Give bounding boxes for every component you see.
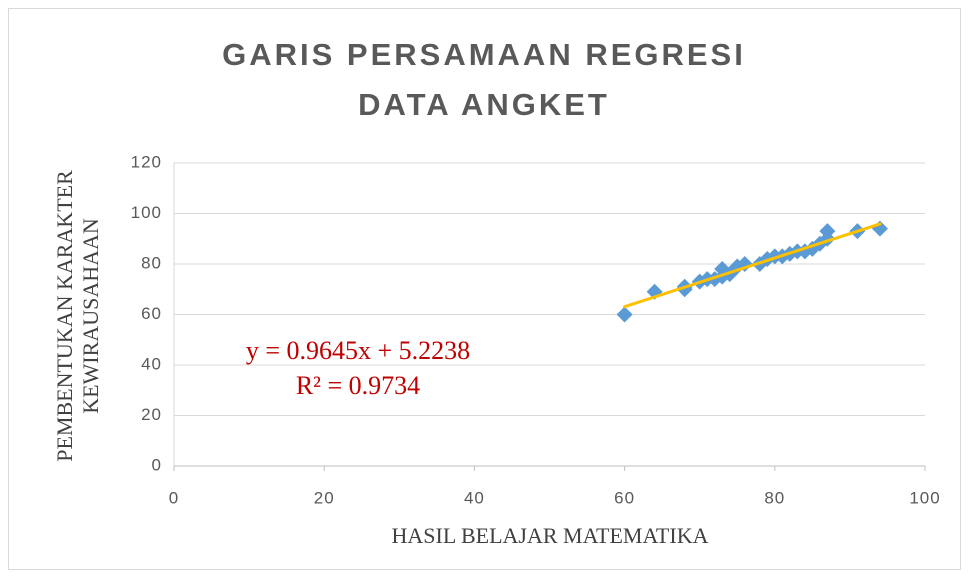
x-tick-label: 60 bbox=[614, 488, 635, 507]
y-tick-label: 60 bbox=[141, 304, 162, 323]
y-tick-label: 100 bbox=[131, 203, 162, 222]
trendline-equation: y = 0.9645x + 5.2238 bbox=[245, 336, 471, 365]
y-tick-label: 120 bbox=[131, 152, 162, 171]
x-tick-label: 40 bbox=[464, 488, 485, 507]
y-axis-label: PEMBENTUKAN KARAKTER KEWIRAUSAHAAN bbox=[52, 170, 103, 462]
x-tick-label: 0 bbox=[169, 488, 179, 507]
y-tick-label: 0 bbox=[152, 455, 162, 474]
chart-border bbox=[8, 8, 961, 570]
x-axis-label: HASIL BELAJAR MATEMATIKA bbox=[391, 523, 709, 548]
point bbox=[819, 223, 836, 240]
x-tick-label: 80 bbox=[764, 488, 785, 507]
y-tick-label: 80 bbox=[141, 253, 162, 272]
y-tick-label: 40 bbox=[141, 354, 162, 373]
x-tick-label: 100 bbox=[909, 488, 940, 507]
r-squared: R² = 0.9734 bbox=[295, 371, 421, 400]
y-tick-label: 20 bbox=[141, 405, 162, 424]
point bbox=[616, 306, 633, 323]
x-tick-label: 20 bbox=[314, 488, 335, 507]
chart-title: GARIS PERSAMAAN REGRESI DATA ANGKET bbox=[222, 37, 746, 122]
trendline bbox=[623, 222, 882, 309]
